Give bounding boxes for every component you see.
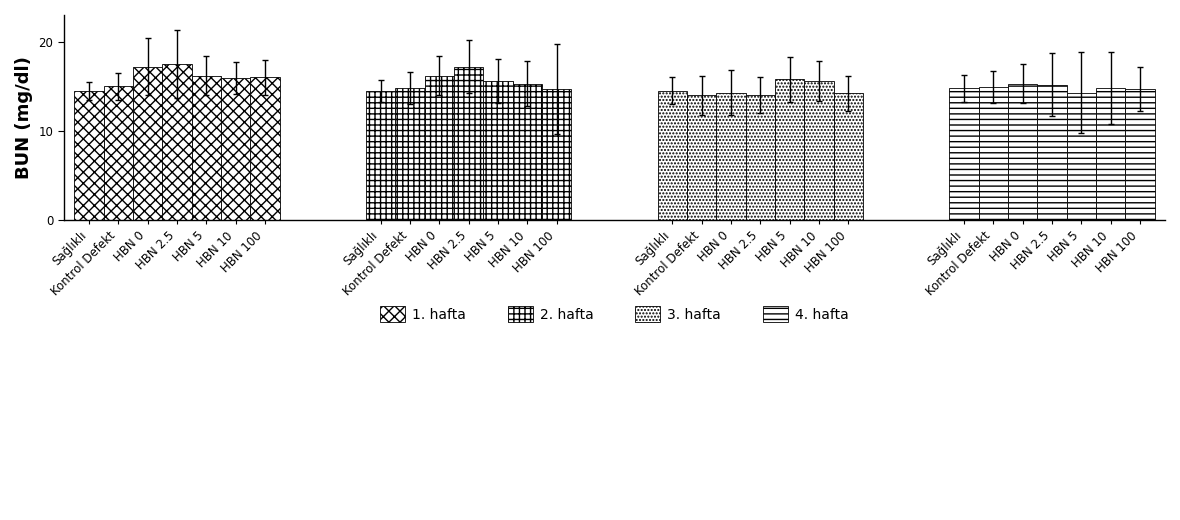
Bar [1008,84,1037,220]
Bar [454,67,484,220]
Bar [425,75,454,220]
Bar [687,95,716,220]
Bar [221,79,250,220]
Bar [1126,89,1155,220]
Bar [949,88,978,220]
Bar [542,89,571,220]
Bar [805,81,833,220]
Bar [484,81,512,220]
Bar [250,77,280,220]
Bar [104,86,133,220]
Bar [133,67,162,220]
Bar [74,91,104,220]
Bar [395,88,425,220]
Bar [775,79,805,220]
Y-axis label: BUN (mg/dl): BUN (mg/dl) [15,56,33,179]
Bar [716,93,746,220]
Bar [162,64,191,220]
Bar [1037,85,1067,220]
Bar [1096,88,1126,220]
Bar [978,87,1008,220]
Bar [512,84,542,220]
Bar [833,94,863,220]
Bar [1067,93,1096,220]
Bar [657,91,687,220]
Bar [191,75,221,220]
Bar [746,95,775,220]
Legend: 1. hafta, 2. hafta, 3. hafta, 4. hafta: 1. hafta, 2. hafta, 3. hafta, 4. hafta [375,301,854,328]
Bar [366,91,395,220]
